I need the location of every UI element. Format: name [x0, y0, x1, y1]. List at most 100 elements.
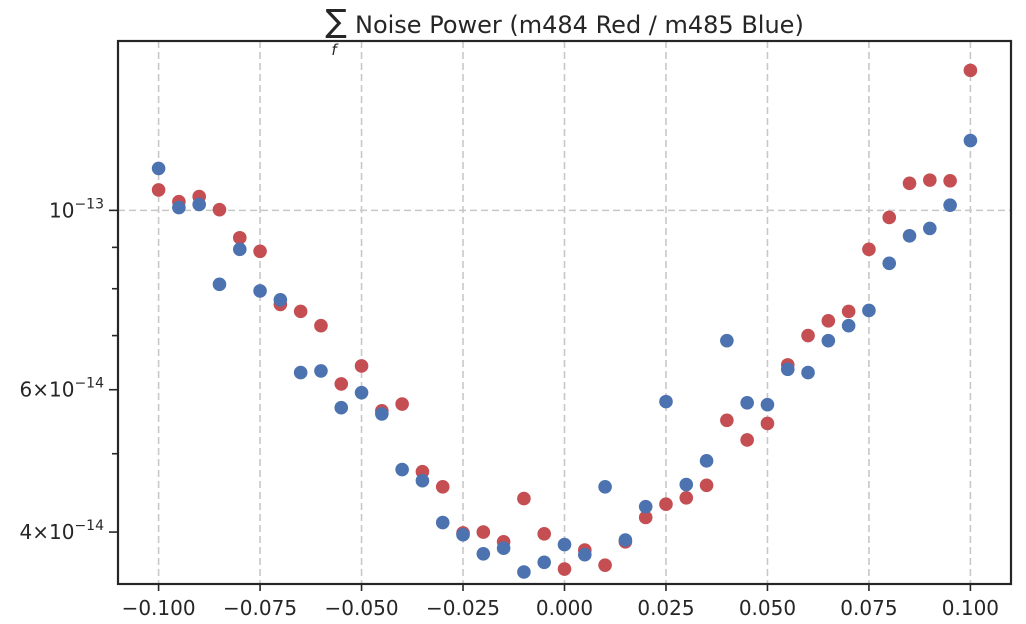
- scatter-point: [618, 533, 633, 547]
- scatter-point: [435, 480, 450, 494]
- scatter-point: [537, 527, 552, 541]
- y-tick-label: 6×10−14: [20, 376, 105, 402]
- scatter-point: [862, 242, 876, 257]
- scatter-point: [902, 176, 917, 191]
- scatter-point: [841, 304, 856, 319]
- chart-title: ∑ f Noise Power (m484 Red / m485 Blue): [325, 2, 804, 59]
- scatter-point: [537, 555, 552, 570]
- scatter-point: [720, 413, 734, 428]
- scatter-point: [395, 462, 409, 477]
- x-tick-label: 0.000: [536, 596, 593, 620]
- scatter-point: [801, 365, 815, 380]
- scatter-point: [293, 365, 308, 380]
- scatter-point: [963, 63, 978, 78]
- scatter-point: [496, 541, 511, 556]
- scatter-point: [172, 200, 186, 215]
- scatter-point: [293, 304, 308, 319]
- scatter-point: [314, 318, 328, 333]
- scatter-point: [963, 133, 978, 148]
- x-tick-label: −0.100: [122, 596, 196, 620]
- y-tick-base: 4×10: [20, 520, 75, 544]
- scatter-point: [273, 293, 288, 307]
- scatter-point: [435, 515, 450, 530]
- x-tick-label: −0.025: [426, 596, 500, 620]
- scatter-point: [638, 510, 653, 525]
- scatter-point: [760, 397, 775, 412]
- x-tick-label: 0.100: [942, 596, 999, 620]
- labels-layer: −0.100 −0.075 −0.050 −0.025 0.000 0.025 0.050 0…: [20, 196, 1000, 620]
- grid-layer: [118, 41, 1011, 584]
- scatter-point: [882, 256, 897, 271]
- y-tick-exponent: −13: [74, 196, 104, 212]
- scatter-point: [557, 537, 572, 552]
- scatter-point: [720, 333, 734, 348]
- scatter-point: [699, 478, 714, 493]
- x-tick-label: −0.050: [325, 596, 399, 620]
- scatter-point: [598, 480, 612, 494]
- scatter-point: [598, 558, 612, 572]
- title-sum-subscript: f: [331, 41, 339, 59]
- scatter-point: [679, 477, 694, 492]
- scatter-point: [841, 318, 856, 333]
- points-layer: [151, 63, 978, 579]
- series-blue-points: [151, 133, 978, 579]
- scatter-point: [232, 230, 247, 245]
- scatter-point: [821, 333, 836, 348]
- scatter-point: [923, 173, 937, 187]
- scatter-point: [780, 362, 795, 377]
- y-tick-base: 10: [49, 198, 74, 222]
- scatter-point: [699, 454, 714, 468]
- x-tick-label: 0.075: [840, 596, 897, 620]
- scatter-point: [192, 197, 206, 212]
- scatter-point: [659, 497, 673, 512]
- scatter-point: [395, 397, 409, 411]
- y-tick-label: 4×10−14: [20, 518, 105, 544]
- scatter-point: [801, 328, 815, 343]
- scatter-point: [476, 546, 491, 561]
- scatter-point: [659, 394, 673, 409]
- scatter-point: [476, 525, 491, 539]
- scatter-point: [740, 396, 754, 410]
- x-tick-label: 0.025: [637, 596, 694, 620]
- scatter-point: [334, 400, 349, 415]
- scatter-point: [943, 173, 957, 188]
- scatter-point: [943, 198, 957, 212]
- scatter-point: [314, 364, 328, 378]
- scatter-point: [415, 473, 430, 488]
- scatter-point: [151, 161, 166, 176]
- title-sum-symbol: ∑: [325, 2, 347, 40]
- scatter-point: [760, 416, 775, 431]
- scatter-point: [923, 221, 937, 236]
- scatter-point: [375, 407, 389, 421]
- scatter-point: [862, 303, 876, 318]
- scatter-point: [354, 359, 369, 373]
- scatter-point: [821, 314, 836, 328]
- scatter-point: [456, 527, 470, 542]
- scatter-point: [679, 491, 694, 505]
- scatter-point: [638, 499, 653, 514]
- y-tick-exponent: −14: [74, 376, 104, 392]
- scatter-point: [902, 229, 917, 243]
- scatter-point: [577, 547, 592, 562]
- scatter-point: [253, 284, 267, 298]
- scatter-point: [232, 242, 247, 257]
- y-tick-exponent: −14: [74, 518, 104, 534]
- scatter-point: [334, 377, 349, 391]
- scatter-point: [517, 565, 531, 579]
- scatter-point: [212, 202, 227, 217]
- ticks-layer: [109, 209, 972, 591]
- scatter-point: [151, 183, 166, 197]
- x-tick-label: 0.050: [739, 596, 796, 620]
- y-tick-base: 6×10: [20, 378, 75, 402]
- scatter-point: [212, 277, 227, 292]
- scatter-point: [253, 244, 267, 259]
- x-tick-label: −0.075: [223, 596, 297, 620]
- scatter-point: [882, 210, 897, 225]
- scatter-point: [354, 385, 369, 400]
- scatter-point: [740, 433, 754, 447]
- title-text: Noise Power (m484 Red / m485 Blue): [355, 11, 804, 39]
- scatter-point: [557, 562, 572, 576]
- y-tick-label: 10−13: [49, 196, 104, 222]
